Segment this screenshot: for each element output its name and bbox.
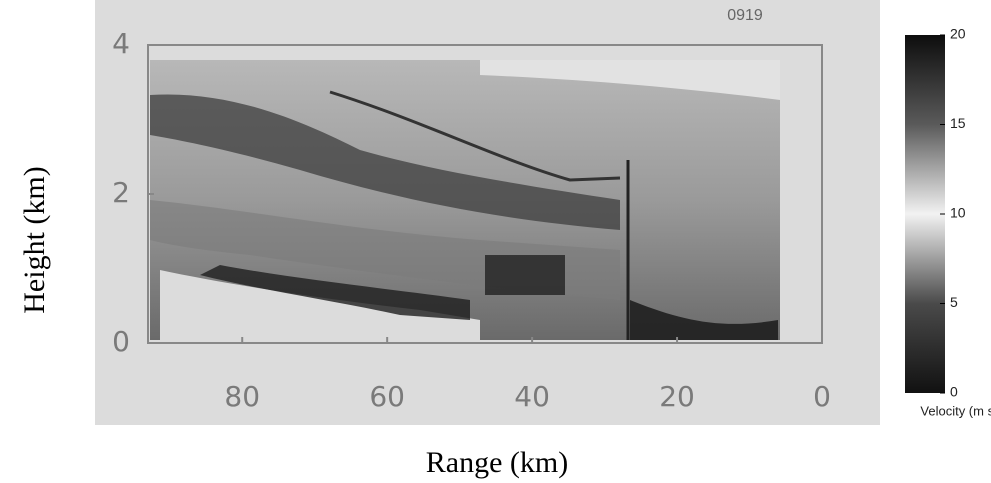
colorbar-label: Velocity (m s⁻¹) bbox=[920, 403, 991, 418]
x-tick-label: 80 bbox=[224, 380, 260, 413]
y-tick-label: 0 bbox=[112, 325, 130, 358]
colorbar bbox=[905, 35, 945, 393]
colorbar-tick-label: 5 bbox=[950, 294, 958, 310]
x-tick-label: 20 bbox=[659, 380, 695, 413]
x-tick-label: 40 bbox=[514, 380, 550, 413]
colorbar-tick-label: 15 bbox=[950, 115, 966, 131]
x-tick-label: 60 bbox=[369, 380, 405, 413]
radar-field bbox=[150, 60, 780, 340]
y-tick-label: 2 bbox=[112, 176, 130, 209]
x-tick-label: 0 bbox=[813, 380, 831, 413]
y-tick-label: 4 bbox=[112, 27, 130, 60]
colorbar-tick-label: 10 bbox=[950, 205, 966, 221]
x-axis-label: Range (km) bbox=[426, 446, 568, 479]
time-label: 0919 bbox=[727, 7, 763, 24]
colorbar-tick-label: 0 bbox=[950, 384, 958, 400]
y-axis-label: Height (km) bbox=[18, 166, 51, 313]
colorbar-tick-label: 20 bbox=[950, 26, 966, 42]
